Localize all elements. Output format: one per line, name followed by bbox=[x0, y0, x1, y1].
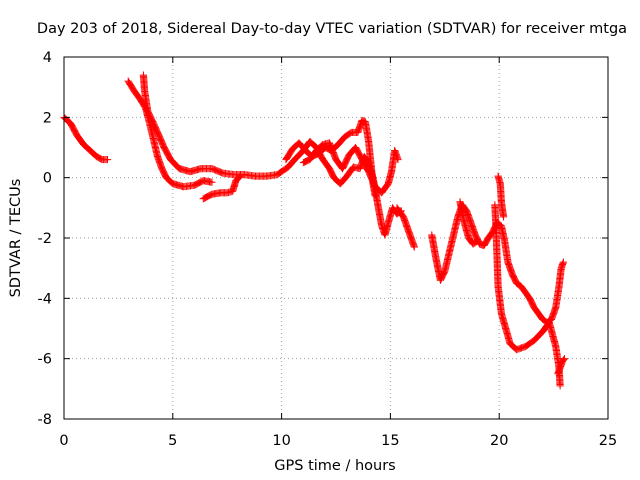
y-axis-ticks: -8 -6 -4 -2 0 2 4 bbox=[38, 50, 608, 428]
data-point-marker bbox=[556, 382, 564, 390]
data-point-marker bbox=[235, 173, 243, 181]
x-tick-label: 25 bbox=[599, 433, 617, 449]
data-point-marker bbox=[559, 258, 567, 266]
data-point-marker bbox=[394, 155, 402, 164]
data-point-marker bbox=[560, 356, 568, 364]
data-point-marker bbox=[410, 243, 418, 251]
y-tick-label: 0 bbox=[43, 171, 52, 187]
data-point-marker bbox=[236, 172, 244, 180]
y-axis-label: SDTVAR / TECUs bbox=[8, 179, 24, 298]
y-tick-label: -2 bbox=[38, 231, 52, 247]
y-tick-label: 2 bbox=[43, 110, 52, 126]
y-tick-label: -8 bbox=[38, 412, 52, 428]
chart-title: Day 203 of 2018, Sidereal Day-to-day VTE… bbox=[37, 21, 627, 37]
data-point-marker bbox=[560, 355, 569, 363]
data-point-marker bbox=[371, 192, 379, 200]
data-point-marker bbox=[499, 213, 508, 221]
x-tick-label: 10 bbox=[272, 433, 290, 449]
y-tick-label: -4 bbox=[38, 291, 52, 307]
data-point-marker bbox=[473, 237, 482, 245]
data-point-marker bbox=[234, 174, 243, 182]
x-tick-label: 5 bbox=[168, 433, 177, 449]
data-point-marker bbox=[472, 238, 480, 246]
y-tick-label: 4 bbox=[43, 50, 52, 66]
data-point-marker bbox=[208, 178, 216, 186]
data-point-marker bbox=[360, 117, 368, 125]
x-axis-ticks: 0 5 10 15 20 25 bbox=[59, 57, 617, 449]
data-points bbox=[60, 71, 569, 390]
x-tick-label: 20 bbox=[490, 433, 508, 449]
y-tick-label: -6 bbox=[38, 352, 52, 368]
x-axis-label: GPS time / hours bbox=[274, 458, 395, 474]
x-tick-label: 0 bbox=[59, 433, 68, 449]
data-point-marker bbox=[103, 155, 112, 164]
x-tick-label: 15 bbox=[381, 433, 399, 449]
